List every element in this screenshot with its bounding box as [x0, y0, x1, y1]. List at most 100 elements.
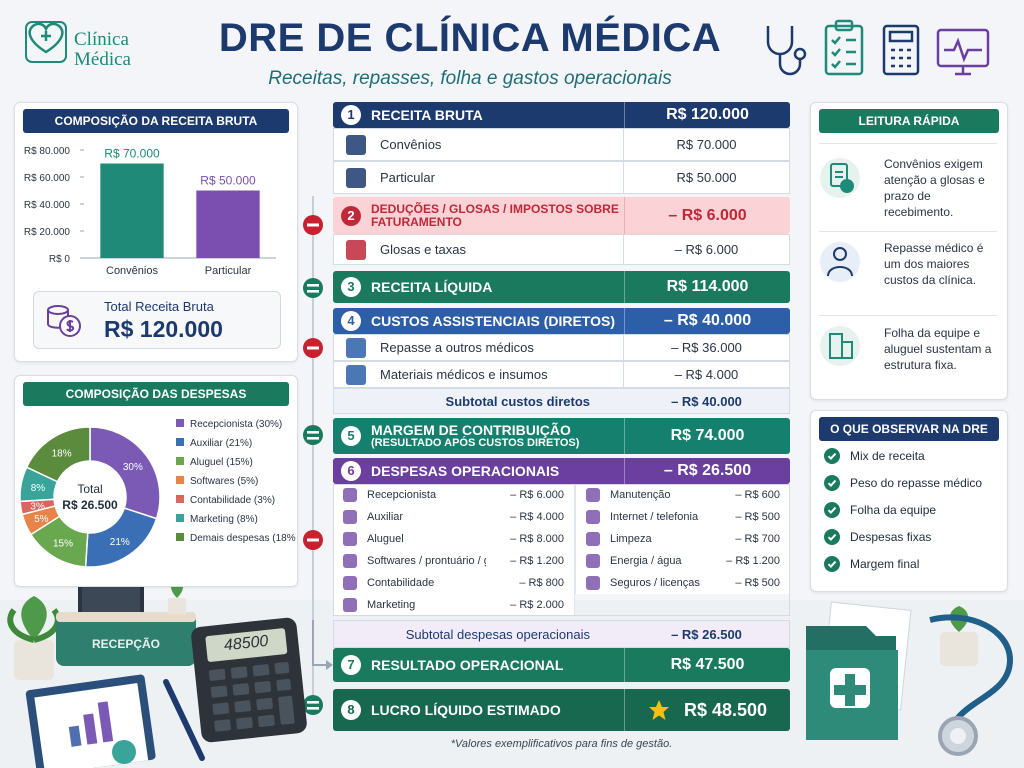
legend-label: Aluguel (15%) — [190, 457, 253, 468]
equals-operator — [303, 278, 323, 298]
calculator-icon — [882, 24, 920, 76]
section-number: 3 — [341, 277, 361, 297]
item-amount-value: – R$ 6.000 — [674, 242, 739, 257]
decor-circle — [950, 728, 966, 744]
item-icon — [586, 532, 600, 546]
decor-rect — [214, 719, 231, 732]
logo-text: Clínica Médica — [74, 30, 131, 70]
decor-path — [955, 66, 971, 76]
decor-circle — [793, 47, 807, 61]
decor-rect — [830, 163, 848, 187]
slice-label: 3% — [30, 501, 45, 512]
item-label: Limpeza — [610, 533, 652, 545]
item-label: Aluguel — [367, 533, 404, 545]
check-icon — [824, 502, 840, 518]
revenue-panel: COMPOSIÇÃO DA RECEITA BRUTA Total Receit… — [14, 102, 298, 362]
legend-swatch — [176, 514, 184, 522]
section-title-wrap: RECEITA BRUTA — [371, 106, 624, 123]
line-item: Seguros / licenças – R$ 500 — [575, 572, 790, 594]
section-number: 4 — [341, 311, 361, 331]
decor-rect — [56, 612, 196, 622]
decor-rect — [56, 612, 196, 666]
line-item: Aluguel – R$ 8.000 — [333, 528, 575, 550]
decor-rect — [888, 30, 914, 43]
section-title: CUSTOS ASSISTENCIAIS (DIRETOS) — [371, 312, 615, 329]
check — [824, 502, 840, 518]
footnote: *Valores exemplificativos para fins de g… — [450, 738, 673, 750]
decor-rect — [210, 685, 228, 698]
y-tick-label: R$ 20.000 — [24, 227, 71, 238]
panel-title: O QUE OBSERVAR NA DRE — [819, 417, 999, 441]
section-number: 8 — [341, 700, 361, 720]
item-amount-value: – R$ 36.000 — [671, 340, 742, 355]
item-amount: – R$ 4.000 — [510, 511, 564, 523]
decor-path — [891, 48, 911, 68]
equals-bar — [307, 284, 319, 287]
decor-path — [944, 37, 982, 63]
decor-circle — [820, 326, 860, 366]
section-title-wrap: RECEITA LÍQUIDA — [371, 279, 624, 295]
value-label: R$ 70.000 — [104, 147, 160, 161]
check-icon — [824, 448, 840, 464]
decor-rect — [168, 598, 186, 614]
check-mark — [827, 506, 837, 515]
slice — [25, 426, 91, 483]
equals-bar — [307, 290, 319, 293]
item-amount: – R$ 36.000 — [623, 335, 789, 360]
line-item: Contabilidade – R$ 800 — [333, 572, 575, 594]
quick-read-item: Repasse médico é um dos maiores custos d… — [884, 241, 984, 287]
section-number: 7 — [341, 655, 361, 675]
item-amount-value: – R$ 4.000 — [674, 367, 739, 382]
section-amount-value: – R$ 26.500 — [663, 462, 752, 479]
decor-path — [929, 614, 1014, 741]
decor-circle — [112, 740, 136, 764]
line-item: Softwares / prontuário / gestão – R$ 1.20… — [333, 550, 575, 572]
decor-rect — [252, 664, 270, 677]
check-icon — [824, 529, 840, 545]
decor-rect — [232, 683, 250, 696]
legend-swatch — [176, 419, 184, 427]
decor-rect — [274, 661, 290, 674]
line-item: Convênios R$ 70.000 — [333, 128, 790, 161]
item-icon — [586, 510, 600, 524]
decor-path — [834, 674, 866, 706]
item-icon — [586, 488, 600, 502]
reception-sign: RECEPÇÃO — [92, 636, 160, 651]
section-title-wrap: DEDUÇÕES / GLOSAS / IMPOSTOS SOBRE FATUR… — [371, 203, 624, 228]
item-icon — [346, 134, 366, 155]
item-amount: – R$ 500 — [735, 511, 780, 523]
decor-rect — [25, 21, 67, 63]
decor-rect — [940, 632, 978, 666]
slice-label: 18% — [52, 448, 72, 459]
decor-rect — [212, 702, 230, 715]
section-header: 7 RESULTADO OPERACIONAL R$ 47.500 — [333, 648, 790, 682]
item-icon — [346, 167, 366, 188]
section-title-wrap: LUCRO LÍQUIDO ESTIMADO — [371, 702, 624, 718]
decor-g — [820, 242, 860, 282]
item-amount-value: R$ 50.000 — [676, 170, 737, 185]
line-item: Marketing – R$ 2.000 — [333, 594, 575, 616]
item-icon — [343, 554, 357, 568]
total-label: Total Receita Bruta — [104, 299, 214, 314]
decor-rect — [236, 717, 253, 730]
decor-path — [28, 22, 64, 54]
y-tick-label: R$ 80.000 — [24, 146, 71, 157]
subtotal-label: Subtotal despesas operacionais — [405, 626, 590, 642]
legend-label: Contabilidade (3%) — [190, 495, 275, 506]
bar — [100, 163, 164, 258]
section-title: RECEITA BRUTA — [371, 106, 483, 123]
quick-read-item: Convênios exigem atenção a glosas e praz… — [884, 157, 985, 219]
panel-title: COMPOSIÇÃO DA RECEITA BRUTA — [23, 109, 289, 133]
decor-path — [66, 320, 75, 332]
item-label: Recepcionista — [367, 489, 437, 501]
item-icon — [343, 576, 357, 590]
divider — [819, 315, 997, 316]
star — [648, 700, 669, 720]
item-label: Marketing — [367, 599, 416, 611]
section-amount: R$ 47.500 — [624, 648, 790, 682]
minus-bar — [307, 346, 319, 350]
equals-bar — [307, 431, 319, 434]
slice-label: 21% — [110, 537, 130, 548]
legend-swatch — [176, 533, 184, 541]
